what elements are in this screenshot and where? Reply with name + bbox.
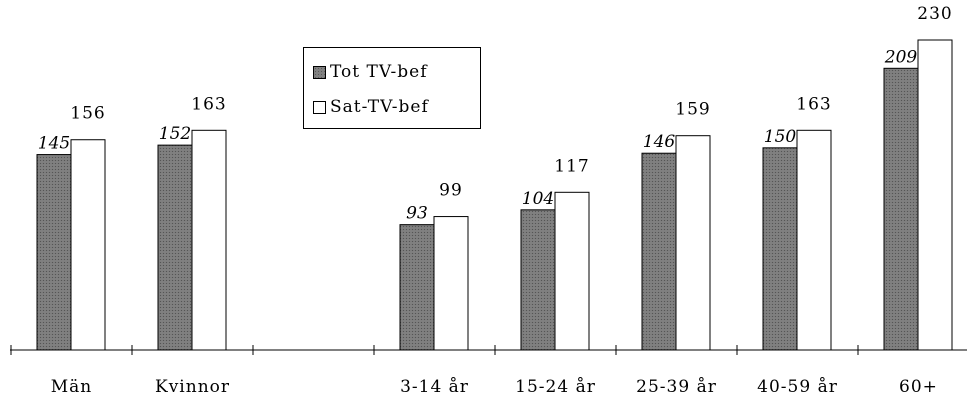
bar-sat-tv-bef xyxy=(191,129,227,351)
x-tick-label: 60+ xyxy=(899,377,938,394)
legend-swatch-sat xyxy=(313,100,326,114)
x-tick-label: Kvinnor xyxy=(155,377,230,394)
data-label-tot-tv-bef: 150 xyxy=(764,127,797,147)
legend-label-sat: Sat-TV-bef xyxy=(330,97,429,117)
x-tick-label: 40-59 år xyxy=(757,377,838,394)
bar-sat-tv-bef xyxy=(796,129,832,351)
data-label-tot-tv-bef: 104 xyxy=(522,189,554,209)
data-label-tot-tv-bef: 146 xyxy=(643,132,676,152)
bar-sat-tv-bef xyxy=(433,216,469,351)
x-tick-label: Män xyxy=(51,377,93,394)
data-label-sat-tv-bef: 117 xyxy=(554,156,589,176)
data-label-sat-tv-bef: 156 xyxy=(70,104,105,124)
data-label-tot-tv-bef: 152 xyxy=(159,124,191,144)
bar-sat-tv-bef xyxy=(70,139,106,351)
bar-tot-tv-bef xyxy=(762,147,798,351)
bar-tot-tv-bef xyxy=(399,224,435,351)
legend-item-sat: Sat-TV-bef xyxy=(313,97,429,117)
bar-tot-tv-bef xyxy=(883,67,919,351)
data-label-tot-tv-bef: 93 xyxy=(406,204,428,224)
bar-sat-tv-bef xyxy=(917,39,953,351)
bar-sat-tv-bef xyxy=(675,135,711,351)
bar-tot-tv-bef xyxy=(157,144,193,351)
data-label-sat-tv-bef: 163 xyxy=(796,94,831,114)
data-label-sat-tv-bef: 230 xyxy=(917,4,952,24)
bar-tot-tv-bef xyxy=(36,154,72,351)
legend-label-tot: Tot TV-bef xyxy=(330,62,428,82)
legend: Tot TV-bef Sat-TV-bef xyxy=(303,47,481,129)
bar-tot-tv-bef xyxy=(520,209,556,351)
legend-swatch-tot xyxy=(313,65,326,79)
data-label-sat-tv-bef: 159 xyxy=(675,100,710,120)
bar-tot-tv-bef xyxy=(641,152,677,351)
x-tick-label: 3-14 år xyxy=(400,377,469,394)
legend-item-tot: Tot TV-bef xyxy=(313,62,428,82)
data-label-tot-tv-bef: 145 xyxy=(38,134,70,154)
data-label-tot-tv-bef: 209 xyxy=(884,47,918,67)
x-tick-label: 15-24 år xyxy=(515,377,596,394)
data-label-sat-tv-bef: 163 xyxy=(191,94,226,114)
bar-sat-tv-bef xyxy=(554,191,590,351)
x-tick-label: 25-39 år xyxy=(636,377,717,394)
data-label-sat-tv-bef: 99 xyxy=(439,181,463,201)
